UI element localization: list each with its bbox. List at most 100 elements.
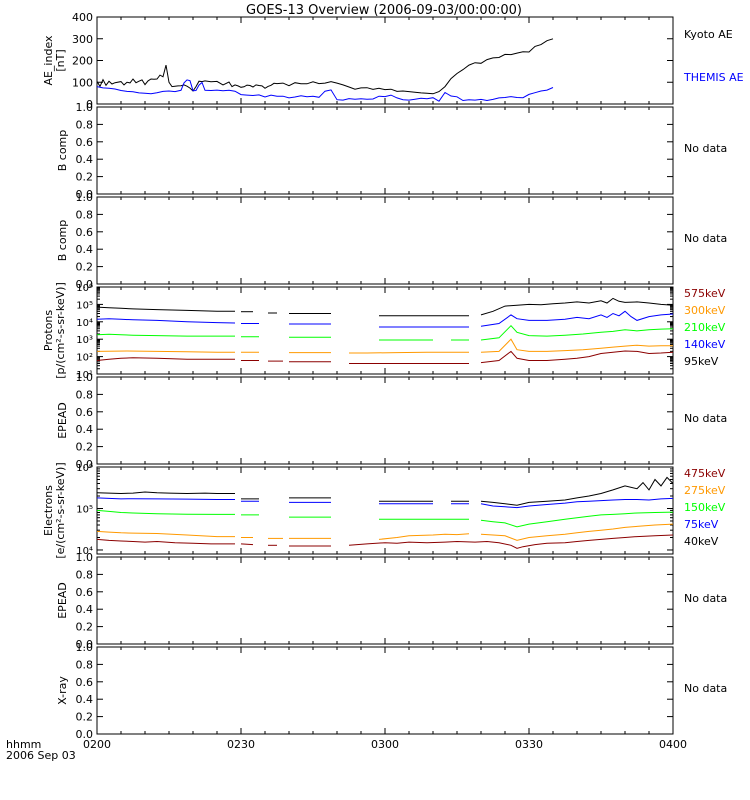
series-line-75kev: [96, 497, 235, 500]
panel-6: 10⁴ 10⁵ 10⁶ Electrons [e/(cm²-s-sr-keV)] 475k…: [42, 462, 726, 558]
y-tick-label: 0.2: [76, 261, 94, 274]
y-tick-label: 0.6: [76, 136, 94, 149]
series-line-150kev: [96, 509, 235, 515]
no-data-label: No data: [684, 682, 727, 695]
y-tick-label: 0.8: [76, 388, 94, 401]
series-line-kyoto-ae: [96, 38, 554, 95]
legend-label: 75keV: [684, 518, 719, 531]
series-line-275kev: [480, 523, 674, 541]
legend-label: THEMIS AE: [683, 71, 744, 84]
x-tick-label: 0330: [515, 738, 543, 751]
panel-frame: [96, 556, 674, 645]
series-line-40kev: [480, 476, 674, 506]
y-tick-label: 1.0: [76, 551, 94, 564]
panels: 0 100 200 300 400 AE_index [nT] Kyoto AE THEMIS …: [42, 11, 744, 751]
y-tick-label: 10¹: [76, 370, 93, 381]
y-tick-label: 10⁵: [76, 504, 93, 515]
legend-label: 95keV: [684, 355, 719, 368]
panel-4: 10¹ 10² 10³ 10⁴ 10⁵ 10⁶ Protons [p/(cm²-s-sr-ke…: [42, 282, 726, 381]
y-axis-label: [p/(cm²-s-sr-keV)]: [54, 282, 67, 379]
y-tick-label: 1.0: [76, 101, 94, 114]
y-tick-label: 10²: [76, 353, 93, 364]
footer-hhmm: hhmm: [6, 738, 41, 751]
series-line-300kev: [480, 338, 673, 353]
y-tick-label: 0: [86, 98, 93, 111]
y-tick-label: 1.0: [76, 371, 94, 384]
series-line-300kev: [96, 350, 235, 353]
series-line-475kev: [96, 538, 235, 545]
panel-frame: [96, 646, 674, 735]
legend-label: 475keV: [684, 467, 726, 480]
series-line-95kev: [96, 306, 235, 312]
y-tick-label: 0.8: [76, 568, 94, 581]
footer-date: 2006 Sep 03: [6, 749, 76, 762]
series-line-275kev: [96, 530, 235, 538]
no-data-label: No data: [684, 232, 727, 245]
no-data-label: No data: [684, 412, 727, 425]
series-line-475kev: [348, 534, 674, 549]
x-tick-label: 0300: [371, 738, 399, 751]
y-tick-label: 0.0: [76, 188, 94, 201]
series-line-475kev: [240, 543, 254, 546]
series-line-575kev: [480, 350, 674, 364]
y-tick-label: 10⁶: [76, 463, 93, 474]
panel-frame: [96, 376, 674, 465]
y-tick-label: 0.2: [76, 621, 94, 634]
y-axis-label: [nT]: [54, 49, 67, 71]
y-tick-label: 0.6: [76, 676, 94, 689]
y-tick-label: 0.0: [76, 728, 94, 741]
series-line-275kev: [378, 533, 470, 540]
legend-label: 210keV: [684, 321, 726, 334]
y-tick-label: 10⁴: [76, 546, 93, 557]
y-axis-label: B comp: [56, 220, 69, 262]
y-tick-label: 0.6: [76, 586, 94, 599]
legend-label: Kyoto AE: [684, 28, 733, 41]
panel-7: 0.0 0.2 0.4 0.6 0.8 1.0 EPEAD No data: [56, 551, 727, 651]
legend-label: 140keV: [684, 338, 726, 351]
legend-label: 300keV: [684, 304, 726, 317]
legend-label: 150keV: [684, 501, 726, 514]
y-tick-label: 400: [72, 11, 93, 24]
y-axis-label: B comp: [56, 130, 69, 172]
y-axis-label: X-ray: [56, 676, 69, 705]
y-tick-label: 0.2: [76, 441, 94, 454]
y-tick-label: 0.8: [76, 208, 94, 221]
no-data-label: No data: [684, 142, 727, 155]
y-tick-label: 0.0: [76, 278, 94, 291]
series-line-150kev: [480, 511, 674, 528]
y-tick-label: 100: [72, 76, 93, 89]
y-tick-label: 1.0: [76, 641, 94, 654]
panel-1: 0 100 200 300 400 AE_index [nT] Kyoto AE THEMIS …: [42, 11, 744, 111]
panel-8: 0.0 0.2 0.4 0.6 0.8 1.0 X-ray No data: [56, 641, 727, 741]
y-tick-label: 0.8: [76, 118, 94, 131]
series-line-95kev: [480, 297, 674, 316]
panel-frame: [96, 196, 674, 285]
y-axis-label: Protons: [42, 310, 55, 351]
series-line-75kev: [480, 497, 674, 509]
y-tick-label: 0.2: [76, 711, 94, 724]
y-tick-label: 0.0: [76, 458, 94, 471]
series-line-210kev: [480, 324, 674, 341]
panel-3: 0.0 0.2 0.4 0.6 0.8 1.0 B comp No data: [56, 191, 727, 291]
y-axis-label: Electrons: [42, 485, 55, 536]
figure-title: GOES-13 Overview (2006-09-03/00:00:00): [246, 3, 522, 18]
x-tick-label: 0200: [83, 738, 111, 751]
series-line-210kev: [96, 333, 235, 337]
y-tick-label: 0.2: [76, 171, 94, 184]
y-axis-label: EPEAD: [56, 582, 69, 619]
panel-frame: [96, 106, 674, 195]
panel-2: 0.0 0.2 0.4 0.6 0.8 1.0 B comp No data: [56, 101, 727, 201]
x-tick-label: 0400: [659, 738, 687, 751]
series-line-40kev: [96, 491, 235, 495]
y-tick-label: 0.4: [76, 693, 94, 706]
no-data-label: No data: [684, 592, 727, 605]
series-line-140kev: [480, 310, 674, 327]
panel-5: 0.0 0.2 0.4 0.6 0.8 1.0 EPEAD No data: [56, 371, 727, 471]
y-tick-label: 0.4: [76, 243, 94, 256]
y-axis-label: EPEAD: [56, 402, 69, 439]
y-tick-label: 200: [72, 55, 93, 68]
y-axis-label: [e/(cm²-s-sr-keV)]: [54, 462, 67, 558]
y-axis-label: AE_index: [42, 35, 55, 86]
y-tick-label: 0.4: [76, 153, 94, 166]
